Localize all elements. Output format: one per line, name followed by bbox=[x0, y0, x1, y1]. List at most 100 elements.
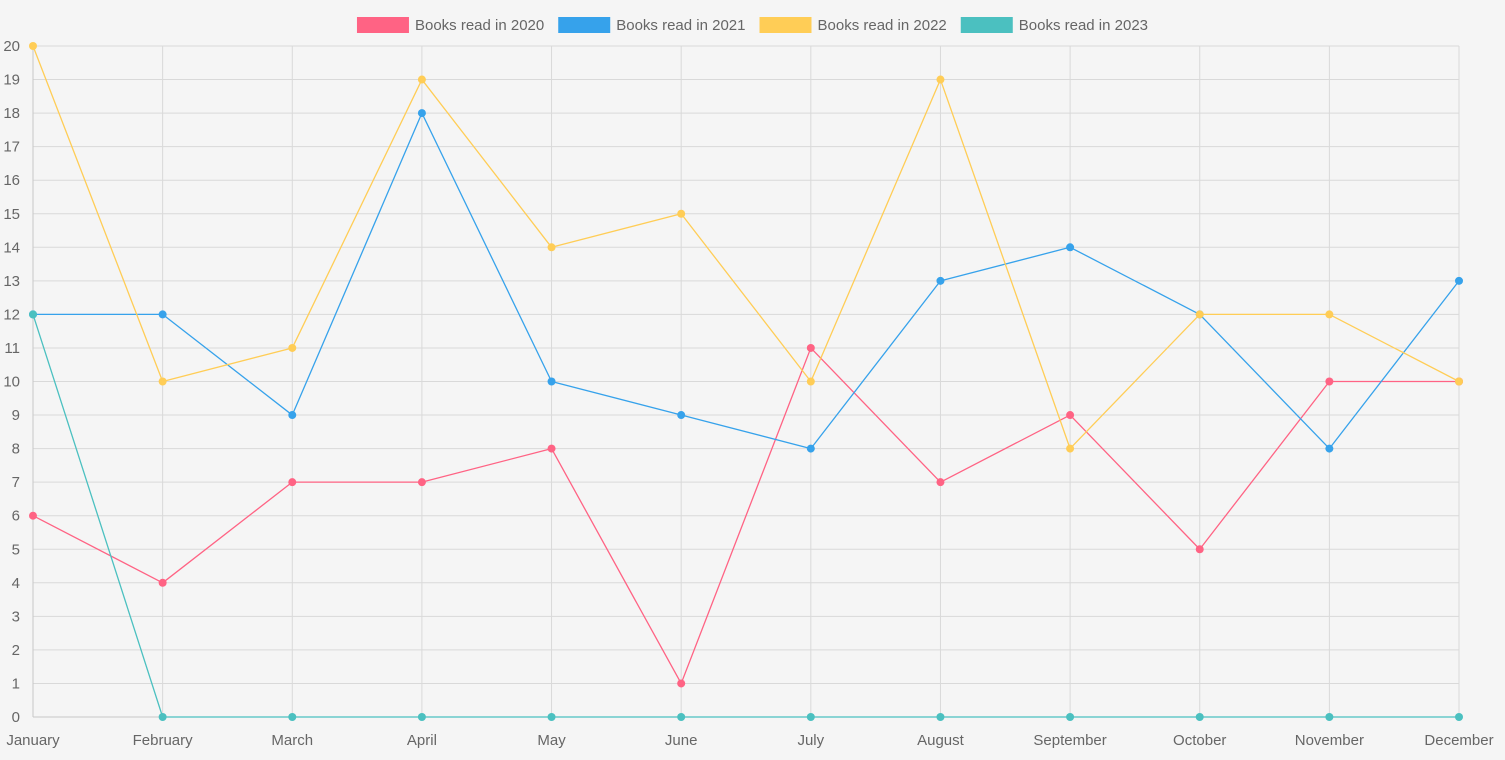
data-point[interactable] bbox=[547, 377, 556, 386]
x-tick-label: March bbox=[271, 732, 313, 749]
x-tick-label: May bbox=[537, 732, 566, 749]
data-point[interactable] bbox=[29, 511, 37, 520]
y-tick-label: 9 bbox=[12, 407, 20, 424]
data-point[interactable] bbox=[1195, 545, 1204, 554]
data-point[interactable] bbox=[547, 713, 556, 721]
data-point[interactable] bbox=[288, 478, 297, 487]
data-point[interactable] bbox=[547, 444, 556, 453]
series-4 bbox=[29, 310, 1463, 721]
data-point[interactable] bbox=[288, 343, 297, 352]
series-line bbox=[33, 112, 1460, 450]
y-tick-label: 12 bbox=[3, 306, 20, 323]
series-layer bbox=[29, 42, 1463, 721]
data-point[interactable] bbox=[1066, 243, 1075, 252]
legend-swatch bbox=[356, 17, 409, 33]
x-tick-label: February bbox=[133, 732, 194, 749]
y-tick-label: 18 bbox=[3, 105, 20, 122]
grid-layer bbox=[32, 45, 1460, 718]
legend-label: Books read in 2022 bbox=[818, 17, 947, 34]
y-tick-label: 13 bbox=[3, 273, 20, 290]
legend-swatch bbox=[759, 17, 812, 33]
series-3 bbox=[29, 42, 1463, 453]
y-tick-label: 10 bbox=[3, 374, 20, 391]
data-point[interactable] bbox=[806, 343, 815, 352]
x-axis-ticks: January February March April May June July Augu… bbox=[6, 732, 1493, 749]
y-tick-label: 14 bbox=[3, 239, 20, 256]
data-point[interactable] bbox=[158, 713, 167, 721]
y-tick-label: 0 bbox=[12, 709, 20, 726]
y-tick-label: 17 bbox=[3, 139, 20, 156]
y-tick-label: 4 bbox=[12, 575, 20, 592]
data-point[interactable] bbox=[806, 444, 815, 453]
legend-item-4[interactable]: Books read in 2023 bbox=[960, 17, 1148, 34]
data-point[interactable] bbox=[677, 679, 686, 688]
y-tick-label: 7 bbox=[12, 474, 20, 491]
data-point[interactable] bbox=[1066, 411, 1075, 420]
y-tick-label: 3 bbox=[12, 608, 20, 625]
y-tick-label: 20 bbox=[3, 38, 20, 55]
data-point[interactable] bbox=[1455, 276, 1463, 285]
series-line bbox=[32, 314, 1459, 718]
x-tick-label: September bbox=[1033, 732, 1106, 749]
data-point[interactable] bbox=[936, 713, 945, 721]
data-point[interactable] bbox=[1455, 713, 1463, 721]
x-tick-label: October bbox=[1173, 732, 1226, 749]
x-tick-label: July bbox=[797, 732, 824, 749]
data-point[interactable] bbox=[288, 411, 297, 420]
data-point[interactable] bbox=[417, 478, 426, 487]
x-tick-label: December bbox=[1424, 732, 1493, 749]
data-point[interactable] bbox=[1325, 444, 1334, 453]
y-tick-label: 6 bbox=[12, 508, 20, 525]
data-point[interactable] bbox=[1455, 377, 1463, 386]
data-point[interactable] bbox=[288, 713, 297, 721]
legend-label: Books read in 2020 bbox=[415, 17, 544, 34]
data-point[interactable] bbox=[158, 578, 167, 587]
data-point[interactable] bbox=[1325, 713, 1334, 721]
x-tick-label: August bbox=[917, 732, 965, 749]
data-point[interactable] bbox=[29, 42, 37, 50]
data-point[interactable] bbox=[806, 713, 815, 721]
legend-swatch bbox=[558, 17, 611, 33]
y-tick-label: 19 bbox=[3, 72, 20, 89]
data-point[interactable] bbox=[1066, 444, 1075, 453]
y-tick-label: 16 bbox=[3, 172, 20, 189]
data-point[interactable] bbox=[677, 713, 686, 721]
data-point[interactable] bbox=[417, 75, 426, 84]
data-point[interactable] bbox=[417, 713, 426, 721]
legend: Books read in 2020 Books read in 2021 Book… bbox=[356, 17, 1148, 34]
y-tick-label: 2 bbox=[12, 642, 20, 659]
legend-label: Books read in 2023 bbox=[1019, 17, 1148, 34]
data-point[interactable] bbox=[547, 243, 556, 252]
data-point[interactable] bbox=[417, 109, 426, 118]
y-tick-label: 8 bbox=[12, 441, 20, 458]
data-point[interactable] bbox=[1325, 377, 1334, 386]
data-point[interactable] bbox=[1195, 713, 1204, 721]
data-point[interactable] bbox=[806, 377, 815, 386]
legend-item-2[interactable]: Books read in 2021 bbox=[558, 17, 746, 34]
data-point[interactable] bbox=[1195, 310, 1204, 319]
data-point[interactable] bbox=[936, 276, 945, 285]
y-tick-label: 11 bbox=[4, 340, 20, 357]
legend-item-1[interactable]: Books read in 2020 bbox=[356, 17, 544, 34]
data-point[interactable] bbox=[936, 75, 945, 84]
data-point[interactable] bbox=[1325, 310, 1334, 319]
legend-label: Books read in 2021 bbox=[616, 17, 745, 34]
x-tick-label: June bbox=[665, 732, 698, 749]
data-point[interactable] bbox=[29, 310, 37, 319]
data-point[interactable] bbox=[936, 478, 945, 487]
series-line bbox=[32, 45, 1460, 450]
data-point[interactable] bbox=[158, 377, 167, 386]
y-tick-label: 15 bbox=[3, 206, 20, 223]
legend-swatch bbox=[960, 17, 1013, 33]
data-point[interactable] bbox=[677, 411, 686, 420]
x-tick-label: January bbox=[6, 732, 60, 749]
data-point[interactable] bbox=[158, 310, 167, 319]
data-point[interactable] bbox=[677, 209, 686, 218]
data-point[interactable] bbox=[1066, 713, 1075, 721]
x-tick-label: November bbox=[1295, 732, 1364, 749]
series-1 bbox=[29, 343, 1463, 688]
y-tick-label: 5 bbox=[12, 541, 20, 558]
legend-item-3[interactable]: Books read in 2022 bbox=[759, 17, 947, 34]
